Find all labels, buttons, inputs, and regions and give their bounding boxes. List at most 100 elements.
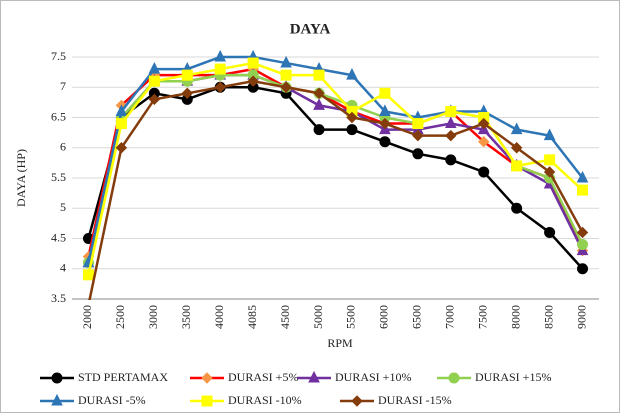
data-point	[445, 154, 457, 166]
data-point	[82, 269, 94, 281]
data-point	[412, 129, 424, 142]
data-point	[346, 68, 358, 80]
data-point	[412, 118, 424, 130]
data-point	[478, 135, 490, 148]
data-point	[346, 124, 358, 136]
data-point	[576, 226, 589, 239]
data-point	[379, 104, 391, 116]
data-point	[280, 81, 292, 93]
x-tick-label: 2000	[80, 305, 94, 329]
data-point	[379, 136, 391, 148]
series-line	[87, 67, 584, 257]
data-point	[478, 166, 490, 178]
y-tick-label: 5.5	[51, 170, 66, 184]
data-point	[214, 50, 227, 62]
x-tick-label: 5000	[311, 305, 325, 329]
legend-marker	[448, 372, 460, 384]
y-tick-label: 6.5	[51, 109, 66, 123]
x-tick-label: 3500	[179, 305, 193, 329]
legend-label: STD PERTAMAX	[78, 370, 168, 384]
data-point	[511, 160, 523, 172]
x-tick-label: 7000	[443, 305, 457, 329]
x-tick-label: 6500	[410, 305, 424, 329]
x-tick-label: 4000	[212, 305, 226, 329]
data-point	[379, 87, 391, 99]
x-tick-label: 2500	[113, 305, 127, 329]
legend-marker	[201, 372, 213, 384]
x-tick-label: 7500	[475, 305, 489, 329]
data-point	[313, 98, 325, 110]
series-line	[87, 55, 584, 263]
x-tick-label: 5500	[344, 305, 358, 329]
data-point	[148, 61, 161, 74]
data-point	[247, 57, 259, 69]
y-tick-label: 4.5	[51, 230, 66, 244]
x-tick-label: 4500	[278, 305, 292, 329]
legend-label: DURASI +10%	[335, 370, 411, 384]
data-point	[115, 118, 127, 130]
data-point	[576, 170, 589, 183]
data-point	[577, 239, 589, 251]
data-point	[214, 81, 226, 93]
legend-marker	[201, 395, 213, 407]
data-point	[543, 166, 556, 178]
x-axis-label: RPM	[327, 336, 353, 350]
data-point	[544, 154, 556, 166]
data-point	[543, 128, 556, 141]
x-tick-label: 8000	[508, 305, 522, 329]
data-point	[115, 104, 128, 116]
data-point	[544, 226, 556, 238]
y-tick-label: 6	[60, 140, 66, 154]
data-point	[412, 148, 424, 160]
y-tick-label: 7	[60, 79, 66, 93]
x-tick-label: 4085	[245, 305, 259, 329]
x-tick-label: 3000	[146, 305, 160, 329]
series-line	[88, 79, 584, 300]
y-tick-label: 5	[60, 200, 66, 214]
legend-label: DURASI +15%	[475, 370, 551, 384]
legend-label: DURASI +5%	[228, 370, 298, 384]
legend-label: DURASI -10%	[228, 393, 302, 407]
data-point	[313, 69, 325, 81]
data-point	[280, 69, 292, 81]
data-point	[148, 75, 160, 87]
x-tick-label: 6000	[377, 305, 391, 329]
data-point	[478, 117, 490, 130]
legend-marker	[351, 395, 363, 407]
data-point	[379, 117, 391, 130]
legend-marker	[308, 370, 320, 383]
data-point	[577, 184, 589, 196]
y-axis-label: DAYA (HP)	[14, 149, 28, 207]
y-tick-label: 3.5	[51, 291, 66, 305]
y-tick-label: 4	[60, 261, 66, 275]
x-tick-label: 9000	[574, 305, 588, 329]
legend-marker	[51, 393, 63, 406]
data-point	[181, 87, 193, 100]
y-tick-label: 7.5	[51, 49, 66, 63]
data-point	[148, 93, 161, 106]
data-point	[510, 142, 523, 154]
data-point	[511, 202, 523, 214]
chart-title: DAYA	[290, 21, 331, 37]
data-point	[346, 111, 358, 124]
legend-label: DURASI -5%	[78, 393, 146, 407]
legend-label: DURASI -15%	[378, 393, 452, 407]
data-point	[181, 69, 193, 81]
series-line	[87, 61, 584, 276]
data-point	[313, 124, 325, 136]
data-point	[214, 63, 226, 75]
data-point	[280, 55, 292, 68]
data-point	[445, 105, 457, 117]
x-tick-label: 8500	[541, 305, 555, 329]
data-point	[444, 116, 457, 129]
data-point	[577, 263, 589, 275]
legend-marker	[51, 372, 63, 384]
data-point	[510, 122, 523, 135]
plot-area	[82, 50, 589, 300]
data-point	[115, 142, 128, 154]
data-point	[445, 129, 457, 142]
data-point	[313, 87, 325, 100]
data-point	[247, 75, 259, 87]
